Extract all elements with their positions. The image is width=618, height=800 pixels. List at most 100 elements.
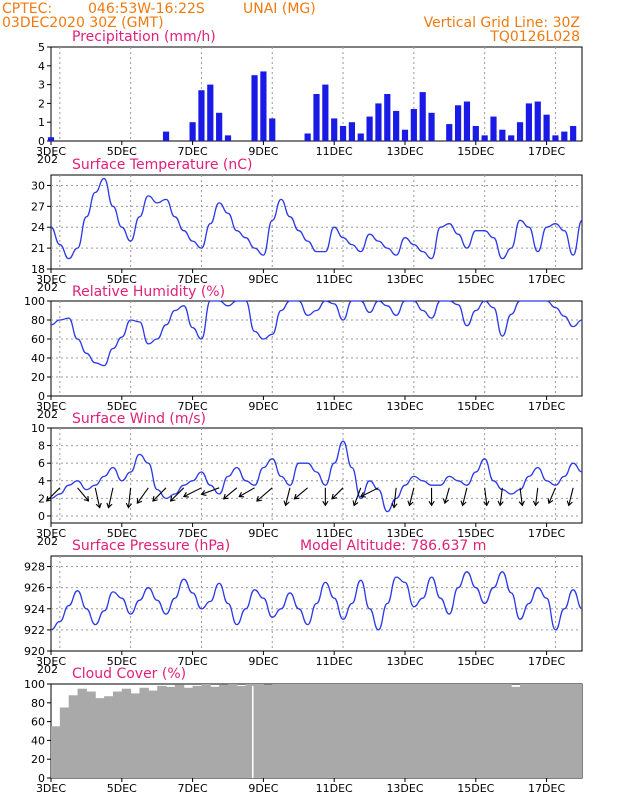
precip-bar bbox=[446, 124, 453, 141]
wind-line bbox=[50, 440, 583, 513]
pressure-xtick-label: 5DEC bbox=[107, 655, 137, 668]
temp-ytick-label: 30 bbox=[31, 179, 45, 192]
precip-bar bbox=[269, 118, 276, 141]
wind-vector bbox=[518, 487, 525, 507]
precip-ytick-label: 1 bbox=[38, 116, 45, 129]
precip-bar bbox=[357, 133, 364, 141]
wind-xtick-label: 3DEC bbox=[36, 527, 66, 540]
precip-bar bbox=[525, 103, 532, 141]
precip-bar bbox=[331, 118, 338, 141]
temp-ytick-label: 21 bbox=[31, 242, 45, 255]
wind-vector bbox=[483, 487, 490, 507]
wind-vector bbox=[391, 487, 398, 509]
pressure-annotation: Model Altitude: 786.637 m bbox=[300, 538, 486, 554]
wind-vector bbox=[45, 487, 61, 502]
cloud-ytick-label: 0 bbox=[38, 772, 45, 785]
header: CPTEC: 046:53W-16:22S UNAI (MG) 03DEC202… bbox=[2, 1, 580, 45]
cloud-cover-bar bbox=[511, 686, 521, 778]
cloud-panel: Cloud Cover (%) 0 20 40 60 80 100 3DEC 5DEC 7DEC 9… bbox=[24, 666, 583, 795]
precip-ytick-label: 4 bbox=[38, 60, 45, 73]
cloud-cover-bar bbox=[325, 684, 335, 778]
pressure-ytick-label: 922 bbox=[24, 624, 45, 637]
cloud-ytick-label: 100 bbox=[24, 678, 45, 691]
pressure-ytick-label: 926 bbox=[24, 582, 45, 595]
header-run: 03DEC2020 30Z (GMT) bbox=[2, 15, 164, 31]
rh-xtick-label: 7DEC bbox=[178, 400, 208, 413]
wind-xtick-label: 11DEC bbox=[316, 527, 353, 540]
wind-plot-area bbox=[50, 427, 583, 524]
cloud-ytick-label: 20 bbox=[31, 753, 45, 766]
cloud-cover-bar bbox=[484, 684, 494, 778]
cloud-xtick-label: 15DEC bbox=[457, 782, 494, 795]
cloud-cover-bar bbox=[86, 691, 96, 778]
precip-bar bbox=[162, 131, 170, 141]
rh-xtick-label: 11DEC bbox=[316, 400, 353, 413]
cloud-cover-bar bbox=[183, 687, 194, 778]
precip-bar bbox=[366, 116, 373, 141]
header-location: 046:53W-16:22S bbox=[88, 1, 205, 17]
temp-ytick-label: 27 bbox=[31, 200, 45, 213]
cloud-cover-bar bbox=[537, 684, 548, 778]
precip-bar bbox=[313, 94, 320, 141]
wind-vector bbox=[460, 487, 468, 507]
wind-vector bbox=[428, 487, 435, 507]
temp-xtick-label: 15DEC bbox=[457, 273, 494, 286]
pressure-panel: Surface Pressure (hPa) Model Altitude: 78… bbox=[24, 538, 583, 676]
cloud-cover-bar bbox=[228, 684, 238, 778]
wind-ytick-label: 10 bbox=[31, 422, 45, 435]
cloud-cover-bar bbox=[555, 684, 565, 778]
header-source: CPTEC: bbox=[2, 1, 52, 17]
wind-vector bbox=[94, 487, 102, 509]
cloud-ytick-label: 60 bbox=[31, 716, 45, 729]
wind-vector bbox=[169, 487, 185, 502]
precip-bar bbox=[322, 84, 329, 141]
precip-xtick-label: 11DEC bbox=[316, 145, 353, 158]
cloud-cover-bar bbox=[281, 684, 291, 778]
precip-bar bbox=[516, 122, 524, 141]
cloud-cover-bar bbox=[405, 684, 415, 778]
wind-vector bbox=[106, 487, 114, 509]
cloud-cover-bar bbox=[431, 684, 441, 778]
pressure-xtick-label: 15DEC bbox=[457, 655, 494, 668]
wind-year-fragment: 202 bbox=[37, 535, 58, 548]
precip-ytick-label: 0 bbox=[38, 135, 45, 148]
wind-ytick-label: 0 bbox=[38, 510, 45, 523]
wind-ytick-label: 8 bbox=[38, 440, 45, 453]
precip-bar bbox=[401, 129, 409, 141]
rh-line bbox=[50, 300, 583, 367]
precip-bar bbox=[304, 133, 311, 141]
precip-bar bbox=[428, 112, 435, 141]
pressure-ytick-label: 928 bbox=[24, 561, 45, 574]
precip-xtick-label: 3DEC bbox=[36, 145, 66, 158]
precip-xtick-label: 17DEC bbox=[528, 145, 565, 158]
cloud-cover-bar bbox=[210, 686, 220, 778]
cloud-cover-bar bbox=[307, 684, 317, 778]
rh-plot-area bbox=[50, 300, 583, 397]
rh-ytick-label: 40 bbox=[31, 352, 45, 365]
cloud-cover-bar bbox=[396, 684, 406, 778]
wind-vector bbox=[532, 487, 540, 507]
wind-vector bbox=[182, 487, 202, 498]
rh-ytick-label: 80 bbox=[31, 314, 45, 327]
precip-bar bbox=[189, 122, 196, 141]
temp-year-fragment: 202 bbox=[37, 281, 58, 294]
precip-bar bbox=[570, 125, 577, 141]
wind-xtick-label: 13DEC bbox=[386, 527, 423, 540]
cloud-cover-bar bbox=[104, 696, 114, 778]
rh-xtick-label: 5DEC bbox=[107, 400, 137, 413]
precip-bar bbox=[216, 112, 223, 141]
cloud-cover-bar bbox=[546, 684, 556, 778]
cloud-cover-bar bbox=[192, 685, 202, 778]
cloud-xtick-label: 5DEC bbox=[107, 782, 137, 795]
rh-xtick-label: 3DEC bbox=[36, 400, 66, 413]
temp-xtick-label: 3DEC bbox=[36, 273, 66, 286]
cloud-cover-bar bbox=[458, 684, 468, 778]
wind-vector bbox=[407, 487, 415, 507]
precip-bar bbox=[393, 110, 400, 141]
wind-vector bbox=[283, 487, 291, 507]
wind-vector bbox=[77, 487, 90, 502]
rh-xtick-label: 15DEC bbox=[457, 400, 494, 413]
cloud-cover-bar bbox=[440, 684, 450, 778]
wind-panel: Surface Wind (m/s) 0 2 4 6 8 10 3DEC 5DEC 7DEC 9DE… bbox=[31, 411, 583, 548]
header-station: UNAI (MG) bbox=[243, 1, 316, 17]
